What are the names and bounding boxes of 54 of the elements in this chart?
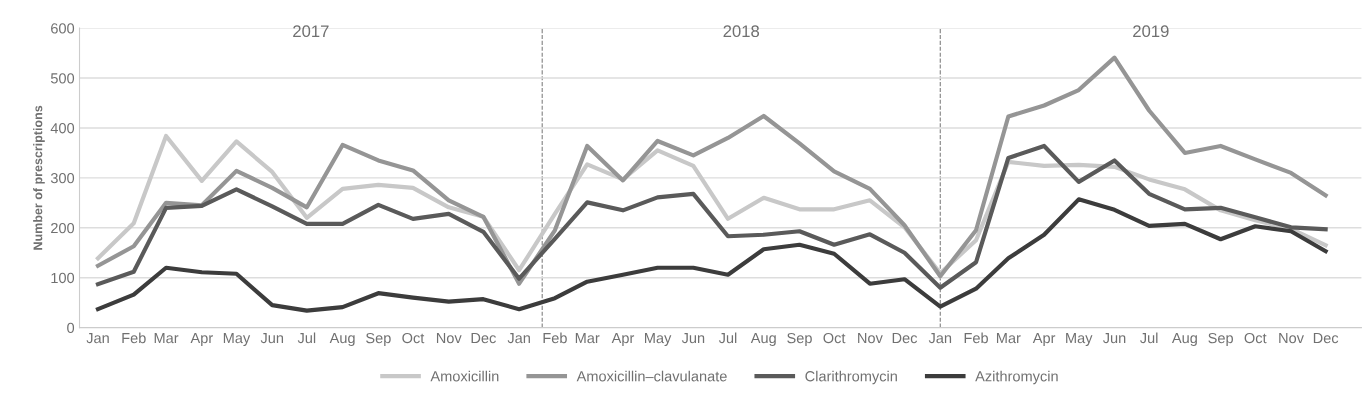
x-tick-label: May [645, 333, 672, 347]
x-tick-label: Jul [718, 332, 737, 344]
x-tick-label: May [223, 333, 251, 347]
x-tick-label: Dec [1313, 333, 1339, 344]
x-tick-label: Mar [154, 333, 179, 344]
line-series [95, 143, 1328, 290]
y-tick-label: 200 [51, 222, 75, 234]
y-tick-label: 600 [51, 23, 75, 34]
y-axis-title: Number of prescriptions [33, 105, 45, 250]
x-tick-label: Nov [436, 333, 462, 344]
y-tick-label: 500 [50, 73, 75, 84]
annotation: 2017 [293, 25, 329, 38]
x-tick-label: Feb [964, 332, 988, 344]
x-tick-label: Jul [297, 332, 316, 344]
line-series [95, 197, 1328, 313]
y-tick-label: 400 [50, 123, 75, 134]
annotation: 2019 [1133, 25, 1169, 38]
x-tick-label: Sep [366, 332, 391, 347]
x-tick-label: Jul [1140, 332, 1158, 344]
annotation: 2018 [723, 25, 760, 38]
x-tick-label: Jun [260, 333, 284, 344]
x-tick-label: Apr [1032, 333, 1056, 347]
x-tick-label: Mar [575, 333, 600, 344]
x-tick-label: Jun [1102, 333, 1126, 344]
x-tick-label: Oct [1244, 332, 1267, 344]
x-tick-label: Nov [858, 333, 883, 344]
x-tick-label: Oct [402, 332, 425, 344]
x-tick-label: Dec [471, 333, 496, 344]
x-tick-label: Dec [892, 333, 918, 344]
legend-label: Amoxicillin–clavulanate [576, 370, 727, 382]
x-tick-label: Feb [543, 332, 567, 344]
y-tick-label: 0 [67, 322, 75, 334]
x-tick-label: Mar [996, 333, 1021, 344]
y-tick-label: 300 [50, 172, 75, 184]
x-tick-label: Apr [190, 333, 213, 347]
x-tick-label: Nov [1279, 333, 1304, 344]
x-tick-label: Jun [681, 333, 705, 344]
x-tick-label: May [1066, 333, 1093, 347]
x-tick-label: Apr [611, 333, 635, 347]
x-tick-label: Aug [750, 333, 776, 347]
x-tick-label: Jan [507, 333, 530, 344]
legend-label: Azithromycin [975, 370, 1058, 385]
x-tick-label: Sep [787, 332, 812, 347]
x-tick-label: Jan [928, 333, 952, 344]
legend-label: Amoxicillin [430, 370, 499, 382]
y-tick-label: 100 [51, 272, 75, 284]
x-tick-label: Aug [1171, 333, 1197, 347]
line-series [95, 55, 1328, 286]
x-tick-label: Jan [86, 333, 109, 344]
x-tick-label: Sep [1208, 332, 1233, 347]
x-tick-label: Oct [823, 332, 846, 344]
legend-label: Clarithromycin [805, 370, 897, 385]
x-tick-label: Feb [122, 332, 146, 344]
x-tick-label: Aug [329, 333, 355, 347]
